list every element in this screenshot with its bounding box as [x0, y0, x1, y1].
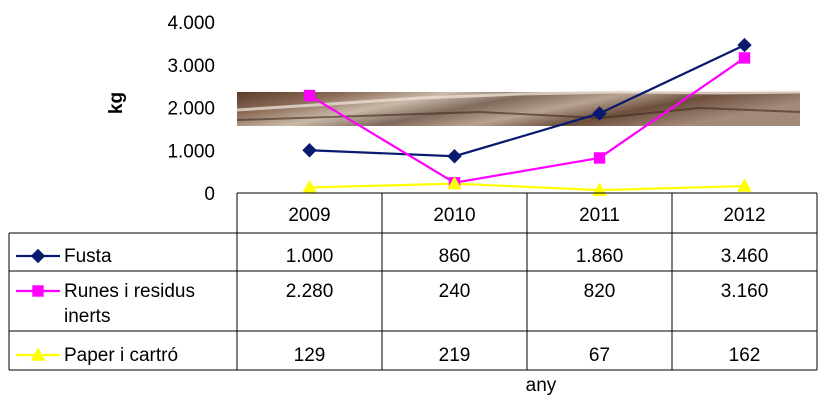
y-axis-title: kg — [106, 92, 127, 114]
table-cell-value: 219 — [439, 345, 471, 366]
table-cell-value: 162 — [729, 345, 761, 366]
table-cell-value: 1.000 — [286, 246, 334, 267]
data-table: 2009 2010 2011 2012 Fusta 1.000 860 1.860 3.460 R… — [8, 192, 818, 371]
table-cell-value: 3.460 — [721, 246, 769, 267]
series-line — [308, 57, 746, 184]
legend-label: inerts — [64, 306, 110, 327]
legend-label: Paper i cartró — [64, 345, 178, 366]
table-cell-value: 67 — [589, 345, 610, 366]
table-cell-value: 860 — [439, 246, 471, 267]
series-line — [309, 44, 745, 158]
y-tick-label: 2.000 — [167, 99, 215, 120]
x-tick-label: 2012 — [723, 205, 765, 226]
x-tick-label: 2011 — [579, 205, 620, 226]
table-cell-value: 2.280 — [286, 281, 334, 302]
data-point — [30, 347, 46, 361]
data-point — [447, 176, 462, 190]
data-point — [593, 152, 606, 164]
series-line — [309, 182, 745, 192]
data-point — [30, 248, 46, 264]
table-cell-value: 129 — [294, 345, 326, 366]
legend-label: Fusta — [64, 246, 112, 267]
y-tick-label: 0 — [204, 184, 215, 205]
background-photo-band — [236, 90, 801, 126]
data-point — [592, 106, 607, 121]
y-tick-label: 3.000 — [167, 56, 215, 77]
y-axis: 0 1.000 2.000 3.000 4.000 — [167, 13, 215, 205]
legend-label: Runes i residus — [64, 281, 195, 302]
table-cell-value: 820 — [584, 281, 616, 302]
data-point — [592, 182, 607, 196]
x-axis-title: any — [526, 375, 557, 396]
data-point — [32, 285, 44, 297]
table-cell-value: 3.160 — [721, 281, 769, 302]
table-cell-value: 240 — [439, 281, 471, 302]
series-lines — [308, 44, 746, 192]
x-tick-label: 2009 — [288, 205, 330, 226]
table-cell-value: 1.860 — [576, 246, 624, 267]
data-point — [303, 89, 316, 102]
data-point — [738, 52, 751, 64]
data-point — [302, 143, 317, 158]
y-tick-label: 1.000 — [167, 141, 215, 162]
series-markers — [302, 37, 752, 196]
x-tick-label: 2010 — [433, 205, 475, 226]
data-point — [447, 149, 462, 164]
data-point — [737, 37, 752, 53]
data-point — [737, 178, 752, 192]
y-tick-label: 4.000 — [167, 13, 215, 34]
